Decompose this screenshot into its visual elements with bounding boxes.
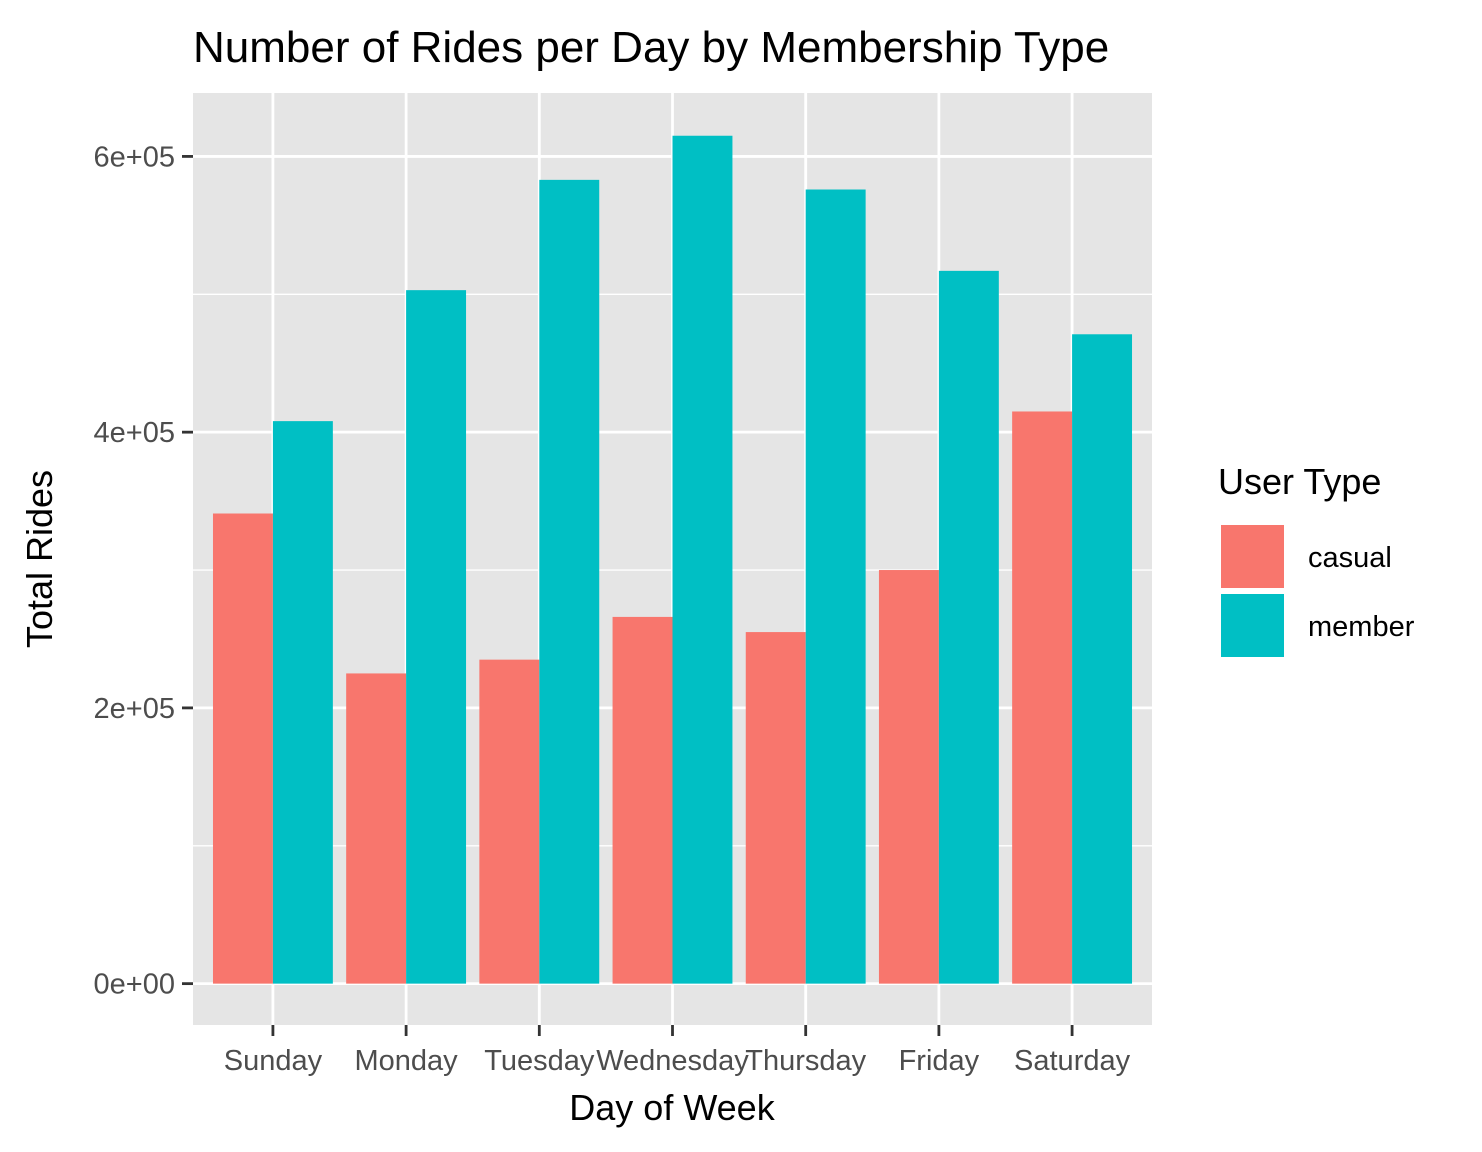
x-tick-label: Sunday <box>224 1045 323 1077</box>
x-tick-label: Wednesday <box>596 1045 749 1077</box>
legend-label-casual: casual <box>1308 542 1392 574</box>
bar-member-saturday <box>1072 334 1133 984</box>
bar-casual-friday <box>878 570 939 984</box>
legend-items: casual member <box>1218 522 1415 660</box>
legend-title: User Type <box>1218 461 1381 502</box>
x-tick-label: Monday <box>355 1045 459 1077</box>
legend-swatch-casual <box>1221 525 1284 588</box>
x-axis-title: Day of Week <box>569 1087 775 1128</box>
bar-casual-wednesday <box>612 616 673 984</box>
bar-casual-monday <box>346 673 407 984</box>
legend-label-member: member <box>1308 611 1415 643</box>
y-tick-label: 2e+05 <box>94 693 175 725</box>
bar-casual-tuesday <box>479 659 540 984</box>
x-tick-label: Tuesday <box>484 1045 595 1077</box>
bar-casual-thursday <box>745 632 806 984</box>
y-tick-label: 4e+05 <box>94 417 175 449</box>
y-axis-title: Total Rides <box>19 470 60 648</box>
bar-member-wednesday <box>672 135 733 984</box>
bar-member-sunday <box>272 421 333 984</box>
x-tick-label: Saturday <box>1014 1045 1131 1077</box>
bar-casual-sunday <box>212 513 273 984</box>
chart-title: Number of Rides per Day by Membership Ty… <box>193 23 1109 72</box>
legend: User Type casual member <box>1218 461 1415 660</box>
bar-member-tuesday <box>539 179 600 984</box>
y-axis: 0e+00 2e+05 4e+05 6e+05 <box>94 141 193 1001</box>
x-tick-label: Thursday <box>745 1045 866 1077</box>
x-tick-label: Friday <box>899 1045 980 1077</box>
bars <box>212 135 1133 984</box>
bar-casual-saturday <box>1012 411 1073 984</box>
legend-swatch-member <box>1221 594 1284 657</box>
y-tick-label: 0e+00 <box>94 969 175 1001</box>
y-tick-label: 6e+05 <box>94 141 175 173</box>
bar-member-thursday <box>805 189 866 984</box>
bar-member-friday <box>938 270 999 984</box>
bar-member-monday <box>406 290 467 984</box>
